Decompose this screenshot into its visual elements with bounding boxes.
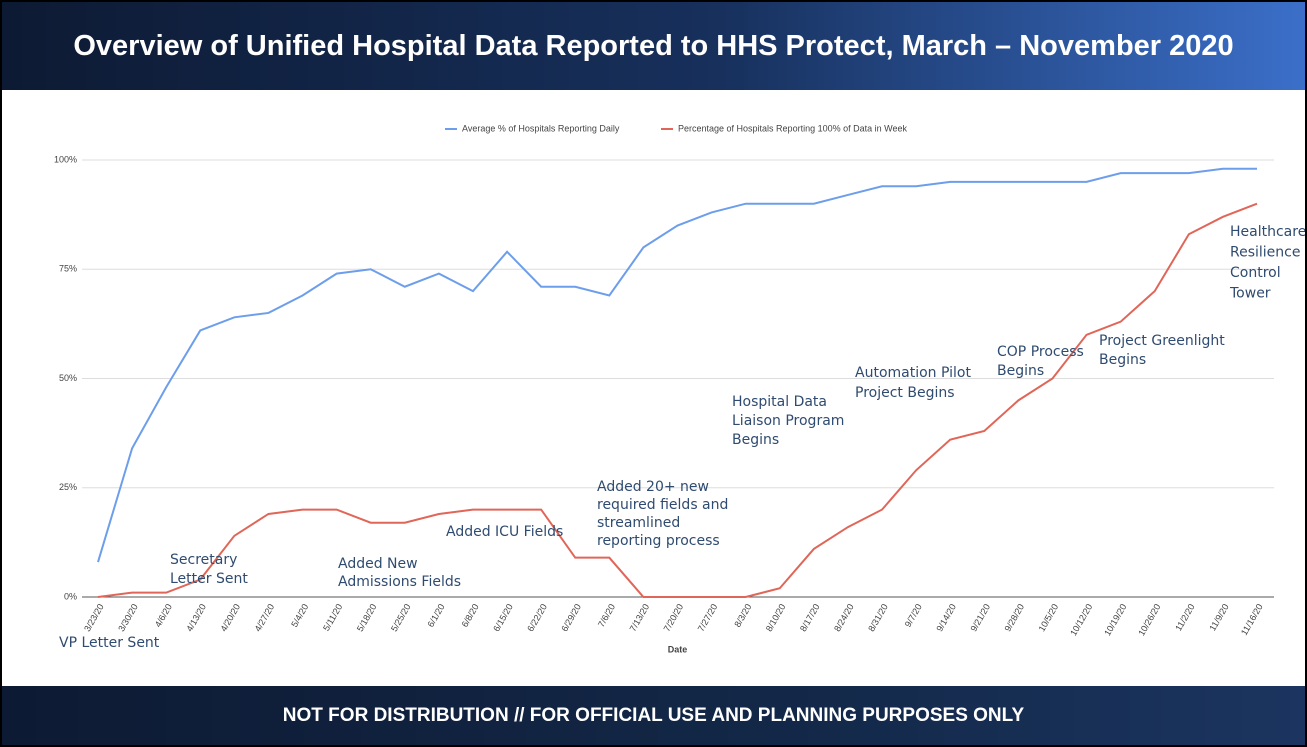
annotation-line: Liaison Program — [732, 413, 844, 429]
annotation: Hospital Data Liaison Program Begins — [732, 394, 844, 448]
annotation: Added ICU Fields — [446, 524, 563, 540]
annotation-line: Resilience — [1230, 245, 1300, 261]
x-tick-label: 5/18/20 — [355, 602, 379, 633]
annotation-line: Begins — [1099, 352, 1146, 368]
annotation-line: VP Letter Sent — [59, 635, 160, 651]
annotation: Added 20+ new required fields and streamli… — [597, 479, 728, 549]
annotation-line: Begins — [997, 363, 1044, 379]
x-tick-label: 11/9/20 — [1207, 602, 1230, 632]
x-tick-label: 10/26/20 — [1136, 602, 1162, 637]
x-tick-label: 3/30/20 — [116, 602, 140, 633]
slide-title: Overview of Unified Hospital Data Report… — [73, 29, 1234, 62]
annotation-line: Automation Pilot — [855, 365, 971, 381]
series-line — [97, 167, 1257, 563]
legend-label: Percentage of Hospitals Reporting 100% o… — [678, 123, 907, 133]
x-tick-label: 7/6/20 — [596, 602, 617, 629]
x-axis-label: Date — [668, 644, 688, 654]
header: Overview of Unified Hospital Data Report… — [2, 2, 1305, 90]
annotation-line: Project Begins — [855, 385, 955, 401]
x-tick-label: 8/31/20 — [866, 602, 890, 633]
x-tick-label: 5/11/20 — [321, 602, 344, 632]
x-tick-label: 6/15/20 — [491, 602, 515, 633]
y-tick-label: 50% — [59, 373, 77, 383]
x-tick-label: 7/27/20 — [696, 602, 720, 633]
x-tick-label: 8/10/20 — [764, 602, 788, 633]
x-tick-label: 4/20/20 — [218, 602, 242, 633]
x-tick-label: 10/19/20 — [1102, 602, 1128, 637]
y-tick-label: 75% — [59, 264, 77, 274]
annotation: Automation Pilot Project Begins — [855, 365, 971, 401]
annotation-line: reporting process — [597, 533, 720, 549]
annotation-line: required fields and — [597, 497, 728, 513]
y-tick-label: 100% — [54, 154, 77, 164]
x-tick-label: 4/6/20 — [153, 602, 174, 629]
annotation: Secretary Letter Sent — [170, 552, 248, 587]
annotation-line: COP Process — [997, 344, 1084, 360]
annotation-line: streamlined — [597, 515, 680, 531]
annotation-line: Hospital Data — [732, 394, 827, 410]
series-line — [97, 202, 1258, 598]
x-tick-label: 3/23/20 — [82, 602, 106, 633]
annotation: Project Greenlight Begins — [1099, 333, 1225, 368]
x-tick-label: 6/8/20 — [460, 602, 481, 629]
annotation-line: Admissions Fields — [338, 574, 461, 590]
footer: NOT FOR DISTRIBUTION // FOR OFFICIAL USE… — [2, 686, 1305, 745]
x-tick-label: 7/13/20 — [628, 602, 652, 633]
x-tick-label: 4/13/20 — [184, 602, 208, 633]
x-tick-label: 5/4/20 — [289, 602, 310, 629]
footer-text: NOT FOR DISTRIBUTION // FOR OFFICIAL USE… — [282, 704, 1025, 726]
annotation-line: Added 20+ new — [597, 479, 709, 495]
x-tick-label: 6/29/20 — [559, 602, 583, 633]
annotation-line: Added New — [338, 556, 418, 572]
annotation: Added New Admissions Fields — [338, 556, 461, 590]
x-tick-label: 8/24/20 — [832, 602, 856, 633]
x-tick-label: 9/7/20 — [903, 602, 924, 629]
x-tick-label: 5/25/20 — [389, 602, 413, 633]
y-tick-label: 25% — [59, 482, 77, 492]
annotation-line: Begins — [732, 432, 779, 448]
annotation-line: Project Greenlight — [1099, 333, 1225, 349]
annotation-line: Secretary — [170, 552, 237, 568]
x-tick-label: 10/5/20 — [1037, 602, 1061, 633]
x-tick-label: 9/21/20 — [968, 602, 992, 633]
annotation: COP Process Begins — [997, 344, 1084, 379]
x-tick-label: 11/16/20 — [1239, 602, 1265, 637]
annotation: Healthcare Resilience Control Tower — [1229, 224, 1305, 302]
x-tick-label: 8/17/20 — [798, 602, 822, 633]
annotation-line: Control — [1230, 265, 1281, 281]
x-tick-label: 11/2/20 — [1173, 602, 1196, 632]
annotation-line: Added ICU Fields — [446, 524, 563, 540]
annotation-line: Healthcare — [1230, 224, 1305, 240]
annotation: VP Letter Sent — [59, 635, 160, 651]
y-tick-label: 0% — [64, 591, 77, 601]
x-tick-label: 6/1/20 — [425, 602, 446, 629]
x-tick-label: 10/12/20 — [1068, 602, 1094, 637]
annotation-line: Tower — [1229, 286, 1271, 302]
legend-label: Average % of Hospitals Reporting Daily — [462, 123, 620, 133]
x-tick-label: 9/14/20 — [934, 602, 958, 633]
x-tick-label: 9/28/20 — [1002, 602, 1026, 633]
annotation-line: Letter Sent — [170, 571, 248, 587]
x-tick-label: 6/22/20 — [525, 602, 549, 633]
x-tick-label: 7/20/20 — [662, 602, 686, 633]
chart: 0% 25% 50% 75% 100% 3/23/20 3/30/20 4/6/20 4/13/… — [54, 123, 1305, 654]
x-tick-label: 4/27/20 — [253, 602, 277, 633]
x-tick-label: 8/3/20 — [732, 602, 753, 629]
